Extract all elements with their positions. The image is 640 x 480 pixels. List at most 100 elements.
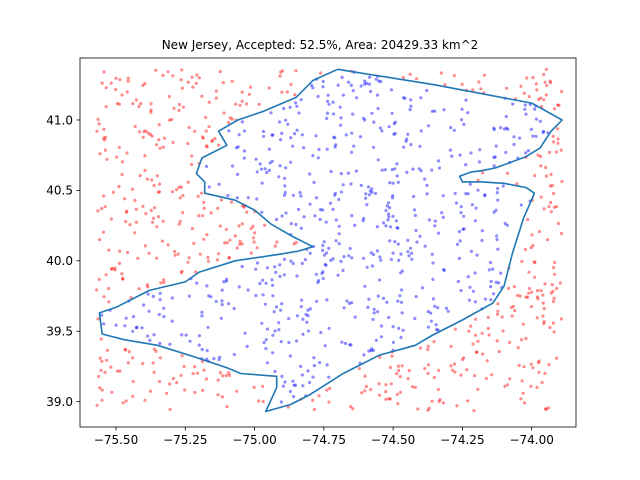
rejected-point (360, 391, 364, 395)
accepted-point (464, 98, 468, 102)
accepted-point (222, 280, 226, 284)
rejected-point (542, 322, 546, 326)
rejected-point (158, 356, 162, 360)
rejected-point (551, 289, 555, 293)
rejected-point (173, 250, 177, 254)
accepted-point (529, 127, 534, 131)
rejected-point (100, 81, 104, 85)
chart-title: New Jersey, Accepted: 52.5%, Area: 20429… (162, 38, 479, 52)
rejected-point (486, 326, 490, 331)
rejected-point (551, 134, 555, 138)
rejected-point (369, 388, 373, 392)
accepted-point (504, 150, 508, 155)
accepted-point (425, 183, 429, 187)
accepted-point (423, 244, 427, 248)
rejected-point (200, 359, 204, 364)
accepted-point (100, 313, 104, 317)
accepted-point (345, 299, 349, 303)
accepted-point (323, 263, 327, 267)
accepted-point (170, 319, 174, 323)
accepted-point (426, 325, 430, 329)
accepted-point (214, 299, 218, 304)
accepted-point (400, 311, 404, 315)
rejected-point (558, 281, 563, 285)
accepted-point (273, 369, 277, 374)
rejected-point (193, 390, 197, 395)
accepted-point (147, 309, 151, 313)
accepted-point (370, 187, 374, 191)
rejected-point (207, 125, 211, 129)
rejected-point (519, 84, 523, 88)
rejected-point (227, 256, 231, 260)
accepted-point (453, 191, 457, 195)
rejected-point (534, 82, 539, 86)
rejected-point (131, 356, 135, 360)
rejected-point (103, 205, 107, 209)
rejected-point (531, 76, 535, 80)
accepted-point (480, 238, 484, 243)
rejected-point (543, 282, 547, 286)
rejected-point (452, 362, 457, 366)
accepted-point (459, 205, 463, 209)
rejected-point (536, 361, 541, 365)
rejected-point (495, 312, 500, 316)
accepted-point (277, 321, 281, 325)
accepted-point (301, 332, 305, 336)
accepted-point (489, 285, 493, 289)
accepted-point (524, 151, 528, 155)
rejected-point (191, 85, 195, 89)
rejected-point (161, 145, 165, 149)
rejected-point (532, 275, 537, 279)
rejected-point (515, 182, 519, 186)
rejected-point (556, 127, 560, 131)
accepted-point (395, 226, 399, 230)
accepted-point (457, 230, 461, 234)
rejected-point (406, 377, 410, 381)
rejected-point (116, 369, 120, 373)
accepted-point (280, 302, 284, 306)
rejected-point (238, 242, 242, 246)
rejected-point (408, 72, 412, 76)
accepted-point (280, 214, 284, 218)
rejected-point (398, 390, 403, 394)
accepted-point (399, 271, 403, 275)
accepted-point (299, 194, 303, 198)
rejected-point (469, 324, 473, 328)
accepted-point (289, 136, 293, 140)
rejected-point (503, 384, 507, 388)
rejected-point (137, 287, 141, 291)
accepted-point (200, 314, 204, 318)
accepted-point (457, 256, 461, 260)
accepted-point (534, 117, 539, 121)
accepted-point (461, 227, 465, 231)
rejected-point (544, 174, 549, 178)
x-tick-label: −74.25 (440, 433, 484, 447)
accepted-point (365, 203, 369, 207)
rejected-point (267, 86, 271, 90)
accepted-point (321, 243, 325, 248)
rejected-point (121, 276, 125, 281)
rejected-point (125, 90, 129, 94)
rejected-point (126, 79, 130, 83)
rejected-point (396, 402, 400, 406)
accepted-point (291, 379, 295, 383)
accepted-point (397, 326, 401, 330)
rejected-point (537, 359, 541, 363)
rejected-point (216, 206, 220, 210)
accepted-point (489, 279, 493, 284)
accepted-point (260, 321, 264, 325)
accepted-point (351, 112, 355, 116)
accepted-point (542, 129, 546, 133)
accepted-point (466, 111, 470, 115)
accepted-point (318, 208, 323, 212)
accepted-point (235, 196, 239, 200)
rejected-point (450, 368, 455, 372)
accepted-point (429, 319, 433, 323)
accepted-point (369, 89, 373, 94)
rejected-point (524, 295, 528, 299)
accepted-point (347, 80, 351, 84)
accepted-point (475, 253, 479, 257)
rejected-point (544, 407, 548, 411)
accepted-point (322, 253, 326, 257)
rejected-point (97, 374, 101, 379)
